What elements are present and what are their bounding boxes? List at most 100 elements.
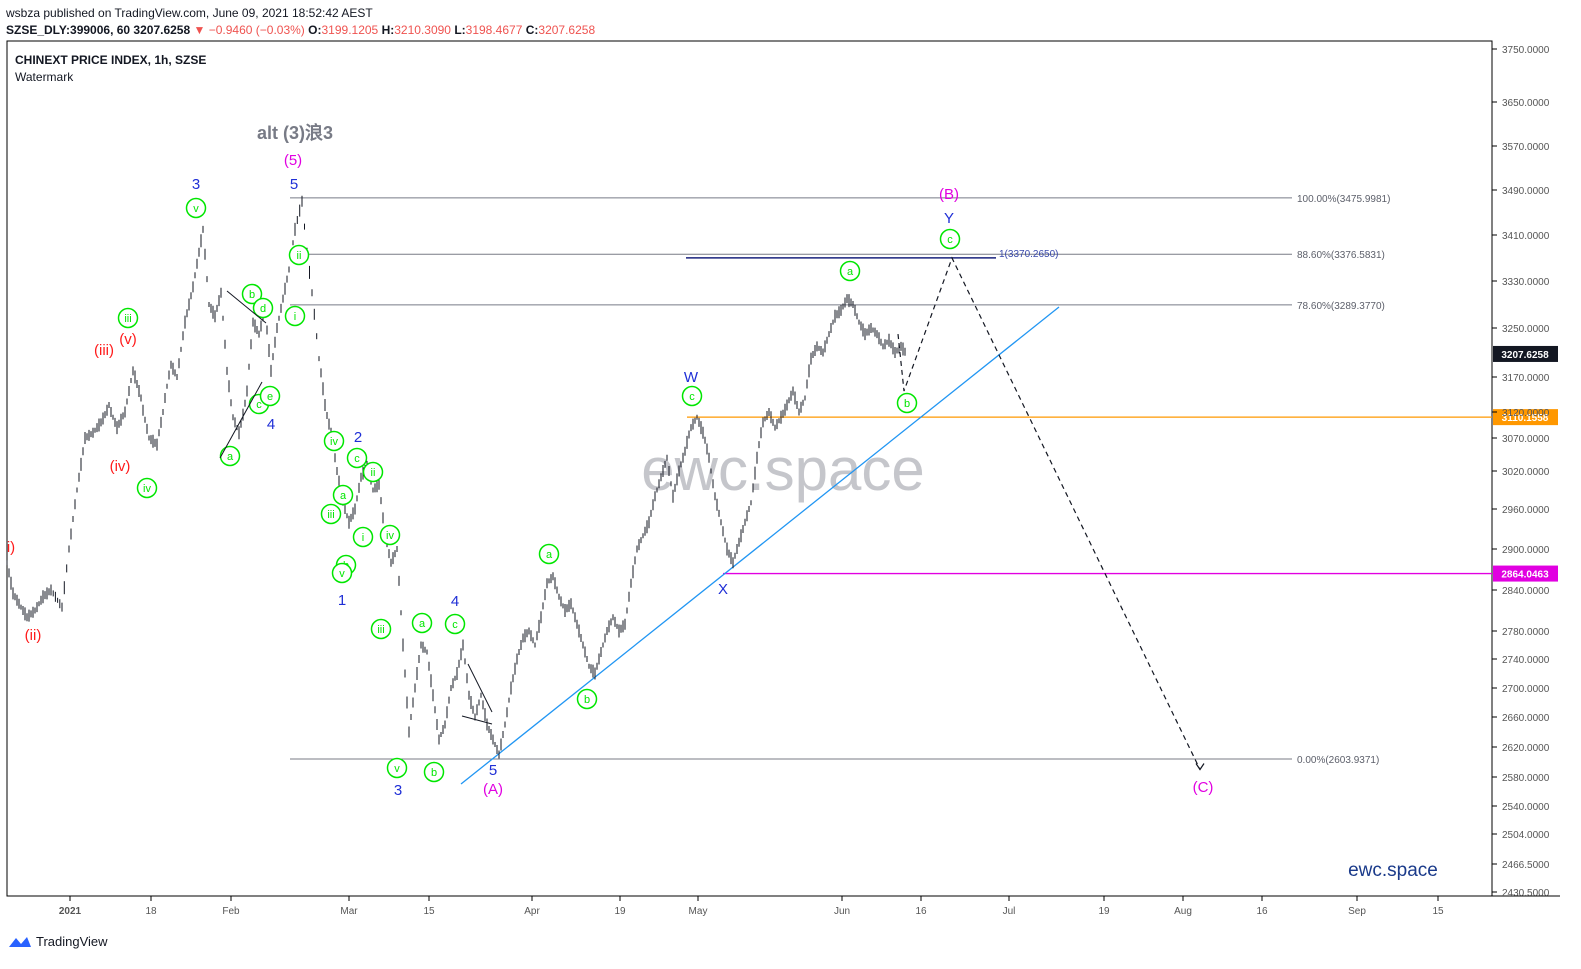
price-tick-label: 3490.0000 bbox=[1502, 186, 1550, 197]
price-tick-label: 3070.0000 bbox=[1502, 434, 1550, 445]
wave-circle bbox=[252, 297, 274, 319]
wave-circle bbox=[681, 385, 703, 407]
wave-circle bbox=[411, 612, 433, 634]
high-value: 3210.3090 bbox=[394, 23, 451, 37]
fib-level-label: 88.60%(3376.5831) bbox=[1297, 250, 1385, 261]
triangle-line bbox=[219, 381, 263, 459]
wave-circle bbox=[241, 283, 263, 305]
wave-circle-label: d bbox=[260, 303, 266, 315]
wave-label: 5 bbox=[489, 762, 497, 779]
wave-circle bbox=[346, 447, 368, 469]
open-label: O: bbox=[308, 23, 322, 37]
time-tick-label: Sep bbox=[1348, 906, 1366, 917]
wave-circle-label: b bbox=[249, 289, 255, 301]
brand-label: ewc.space bbox=[1348, 860, 1438, 881]
close-label: C: bbox=[525, 23, 539, 37]
wave-circle bbox=[117, 307, 139, 329]
time-tick-label: 18 bbox=[145, 906, 157, 917]
triangle-line bbox=[467, 663, 493, 713]
target-label: 1(3370.2650) bbox=[999, 249, 1059, 260]
wave-circle-label: i bbox=[362, 532, 364, 544]
last-price: 3207.6258 bbox=[133, 23, 191, 37]
wave-circle-label: b bbox=[584, 694, 590, 706]
wave-circle-label: v bbox=[394, 763, 400, 775]
wave-label: (v) bbox=[119, 331, 137, 348]
chart-subtitle: Watermark bbox=[15, 70, 74, 84]
wave-label: 5 bbox=[290, 176, 298, 193]
close-value: 3207.6258 bbox=[538, 23, 596, 37]
wave-label: (iii) bbox=[94, 342, 114, 359]
time-tick-label: Jul bbox=[1003, 906, 1016, 917]
wave-label: (5) bbox=[284, 152, 302, 169]
wave-label: alt (3)浪3 bbox=[257, 122, 333, 143]
price-tick-label: 2620.0000 bbox=[1502, 743, 1550, 754]
publisher-line: wsbza published on TradingView.com, June… bbox=[6, 6, 373, 20]
price-tick-label: 3330.0000 bbox=[1502, 277, 1550, 288]
price-tag-box bbox=[1493, 345, 1558, 362]
price-tick-label: 3120.0000 bbox=[1502, 408, 1550, 419]
time-tick-label: 16 bbox=[1256, 906, 1268, 917]
price-tick-label: 2780.0000 bbox=[1502, 627, 1550, 638]
wave-label: Y bbox=[944, 210, 954, 227]
time-tick-label: 15 bbox=[1432, 906, 1444, 917]
wave-circle-label: iii bbox=[124, 313, 131, 325]
price-tick-label: 2660.0000 bbox=[1502, 713, 1550, 724]
fib-level-label: 0.00%(2603.9371) bbox=[1297, 755, 1379, 766]
wave-circle-label: a bbox=[340, 490, 347, 502]
wave-circle bbox=[185, 197, 207, 219]
chart-title: CHINEXT PRICE INDEX, 1h, SZSE bbox=[15, 53, 206, 67]
wave-label: 3 bbox=[192, 176, 200, 193]
wave-circle bbox=[284, 305, 306, 327]
low-value: 3198.4677 bbox=[465, 23, 523, 37]
price-tag-label: 3207.6258 bbox=[1501, 350, 1549, 361]
wave-label: (iv) bbox=[110, 458, 131, 475]
price-tick-label: 2580.0000 bbox=[1502, 773, 1550, 784]
wave-circle-label: iii bbox=[377, 624, 384, 636]
wave-circle-label: v bbox=[339, 568, 345, 580]
wave-circle-label: a bbox=[419, 618, 426, 630]
wave-circle bbox=[839, 260, 861, 282]
wave-circle bbox=[331, 562, 353, 584]
wave-circle-label: a bbox=[847, 266, 854, 278]
down-arrow-icon: ▼ bbox=[193, 23, 206, 37]
wave-label: 1 bbox=[338, 592, 346, 609]
price-tick-label: 2840.0000 bbox=[1502, 586, 1550, 597]
time-tick-label: May bbox=[689, 906, 708, 917]
tradingview-logo-icon bbox=[9, 936, 31, 947]
wave-label: W bbox=[684, 369, 699, 386]
wave-circle-label: iv bbox=[143, 483, 151, 495]
price-tick-label: 2504.0000 bbox=[1502, 830, 1550, 841]
price-tick-label: 2900.0000 bbox=[1502, 545, 1550, 556]
projection-path[interactable] bbox=[897, 256, 1201, 770]
wave-circle bbox=[323, 430, 345, 452]
time-tick-label: Apr bbox=[524, 906, 540, 917]
wave-circle-label: a bbox=[546, 549, 553, 561]
time-tick-label: 2021 bbox=[59, 906, 82, 917]
wave-circle bbox=[444, 613, 466, 635]
tradingview-logo[interactable]: TradingView bbox=[8, 934, 108, 949]
price-tick-label: 3570.0000 bbox=[1502, 142, 1550, 153]
wave-circle bbox=[332, 484, 354, 506]
wave-circle bbox=[259, 385, 281, 407]
fib-level-label: 100.00%(3475.9981) bbox=[1297, 194, 1390, 205]
wave-label: (ii) bbox=[25, 627, 42, 644]
wave-circle bbox=[576, 688, 598, 710]
symbol[interactable]: SZSE_DLY:399006, 60 bbox=[6, 23, 131, 37]
wave-label: 4 bbox=[267, 416, 275, 433]
wave-circle-label: v bbox=[193, 203, 199, 215]
wave-circle-label: c bbox=[947, 234, 953, 246]
symbol-line: SZSE_DLY:399006, 60 3207.6258 ▼ −0.9460 … bbox=[6, 23, 595, 37]
triangle-line bbox=[461, 715, 493, 725]
trend-line[interactable] bbox=[460, 306, 1060, 785]
wave-circle bbox=[896, 392, 918, 414]
wave-circle-label: c bbox=[689, 391, 695, 403]
price-tick-label: 3750.0000 bbox=[1502, 45, 1550, 56]
wave-circle-label: iv bbox=[386, 530, 394, 542]
price-tag-label: 3110.1558 bbox=[1502, 413, 1549, 424]
wave-circle-label: e bbox=[267, 391, 273, 403]
wave-circle-label: iv bbox=[330, 436, 338, 448]
price-tick-label: 3650.0000 bbox=[1502, 98, 1550, 109]
wave-label: 2 bbox=[354, 429, 362, 446]
price-tick-label: 2466.5000 bbox=[1502, 860, 1550, 871]
